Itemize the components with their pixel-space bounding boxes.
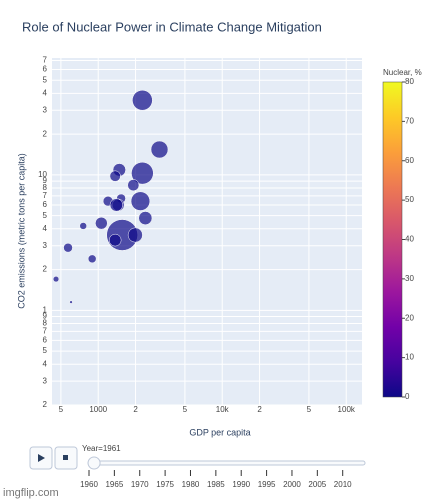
x-tick-label: 5 — [307, 405, 312, 414]
bubble — [95, 216, 108, 230]
colorbar-tick-label: 80 — [405, 77, 414, 86]
y-axis-title: CO2 emissions (metric tons per capita) — [16, 153, 26, 309]
y-tick-label: 5 — [43, 211, 48, 220]
bubble — [131, 161, 154, 185]
bubble — [109, 198, 123, 212]
x-tick-label: 2 — [133, 405, 138, 414]
y-tick-label: 4 — [43, 88, 48, 97]
y-tick-label: 9 — [43, 312, 48, 321]
slider-tick-label: 2010 — [334, 480, 352, 489]
colorbar-tick-label: 60 — [405, 156, 414, 165]
slider-track[interactable] — [87, 460, 366, 466]
y-tick-label: 3 — [43, 241, 48, 250]
slider-tick-label: 1995 — [258, 480, 276, 489]
bubble — [130, 191, 151, 211]
bubble — [87, 254, 97, 264]
x-tick-label: 1000 — [89, 405, 107, 414]
bubble — [108, 233, 122, 247]
y-tick-label: 4 — [43, 359, 48, 368]
bubble — [109, 170, 121, 182]
colorbar-tick-label: 0 — [405, 392, 410, 401]
slider-tick-label: 2005 — [308, 480, 326, 489]
chart-title: Role of Nuclear Power in Climate Change … — [22, 19, 322, 34]
y-tick-label: 6 — [43, 65, 48, 74]
bubble — [79, 222, 87, 230]
y-tick-label: 7 — [43, 56, 48, 65]
y-tick-label: 3 — [43, 376, 48, 385]
bubble — [150, 140, 169, 159]
bubble — [138, 211, 153, 225]
y-tick-label: 5 — [43, 75, 48, 84]
y-tick-label: 9 — [43, 176, 48, 185]
colorbar-tick-label: 10 — [405, 353, 414, 362]
slider-tick-label: 1985 — [207, 480, 225, 489]
colorbar-tick-label: 70 — [405, 116, 414, 125]
plot-area — [52, 58, 362, 405]
slider-tick-label: 1975 — [156, 480, 174, 489]
slider-tick-label: 1960 — [80, 480, 98, 489]
colorbar-tick-label: 50 — [405, 195, 414, 204]
x-axis-title: GDP per capita — [189, 427, 250, 437]
slider-tick-label: 1970 — [131, 480, 149, 489]
colorbar-tick-label: 40 — [405, 235, 414, 244]
slider-label: Year=1961 — [82, 444, 121, 453]
x-tick-label: 5 — [183, 405, 188, 414]
bubble — [63, 242, 73, 253]
y-tick-label: 2 — [43, 265, 48, 274]
colorbar-title: Nuclear, % — [383, 68, 422, 77]
y-tick-label: 3 — [43, 105, 48, 114]
bubble — [127, 227, 143, 243]
slider-tick-label: 1980 — [182, 480, 200, 489]
y-tick-label: 5 — [43, 346, 48, 355]
colorbar-tick-label: 30 — [405, 274, 414, 283]
y-tick-label: 2 — [43, 400, 48, 409]
slider-tick-label: 1990 — [232, 480, 250, 489]
x-tick-label: 10k — [216, 405, 230, 414]
colorbar-tick-label: 20 — [405, 313, 414, 322]
stop-icon — [63, 455, 68, 460]
y-tick-label: 8 — [43, 319, 48, 328]
watermark: imgflip.com — [3, 487, 59, 499]
y-tick-label: 6 — [43, 200, 48, 209]
bubble — [132, 89, 153, 111]
y-tick-label: 6 — [43, 335, 48, 344]
slider-tick-label: 2000 — [283, 480, 301, 489]
y-tick-label: 7 — [43, 191, 48, 200]
colorbar — [382, 81, 403, 398]
y-tick-label: 8 — [43, 183, 48, 192]
slider-handle[interactable] — [87, 456, 101, 470]
y-tick-label: 2 — [43, 129, 48, 138]
bubble — [69, 300, 73, 304]
y-tick-label: 4 — [43, 224, 48, 233]
y-tick-label: 10 — [38, 170, 47, 179]
y-tick-label: 7 — [43, 326, 48, 335]
play-icon — [38, 454, 45, 462]
bubble — [52, 276, 60, 283]
bubble — [127, 179, 140, 192]
x-tick-label: 100k — [338, 405, 356, 414]
y-tick-label: 1 — [43, 305, 48, 314]
x-tick-label: 5 — [59, 405, 64, 414]
slider-tick-label: 1965 — [105, 480, 123, 489]
x-tick-label: 2 — [257, 405, 262, 414]
